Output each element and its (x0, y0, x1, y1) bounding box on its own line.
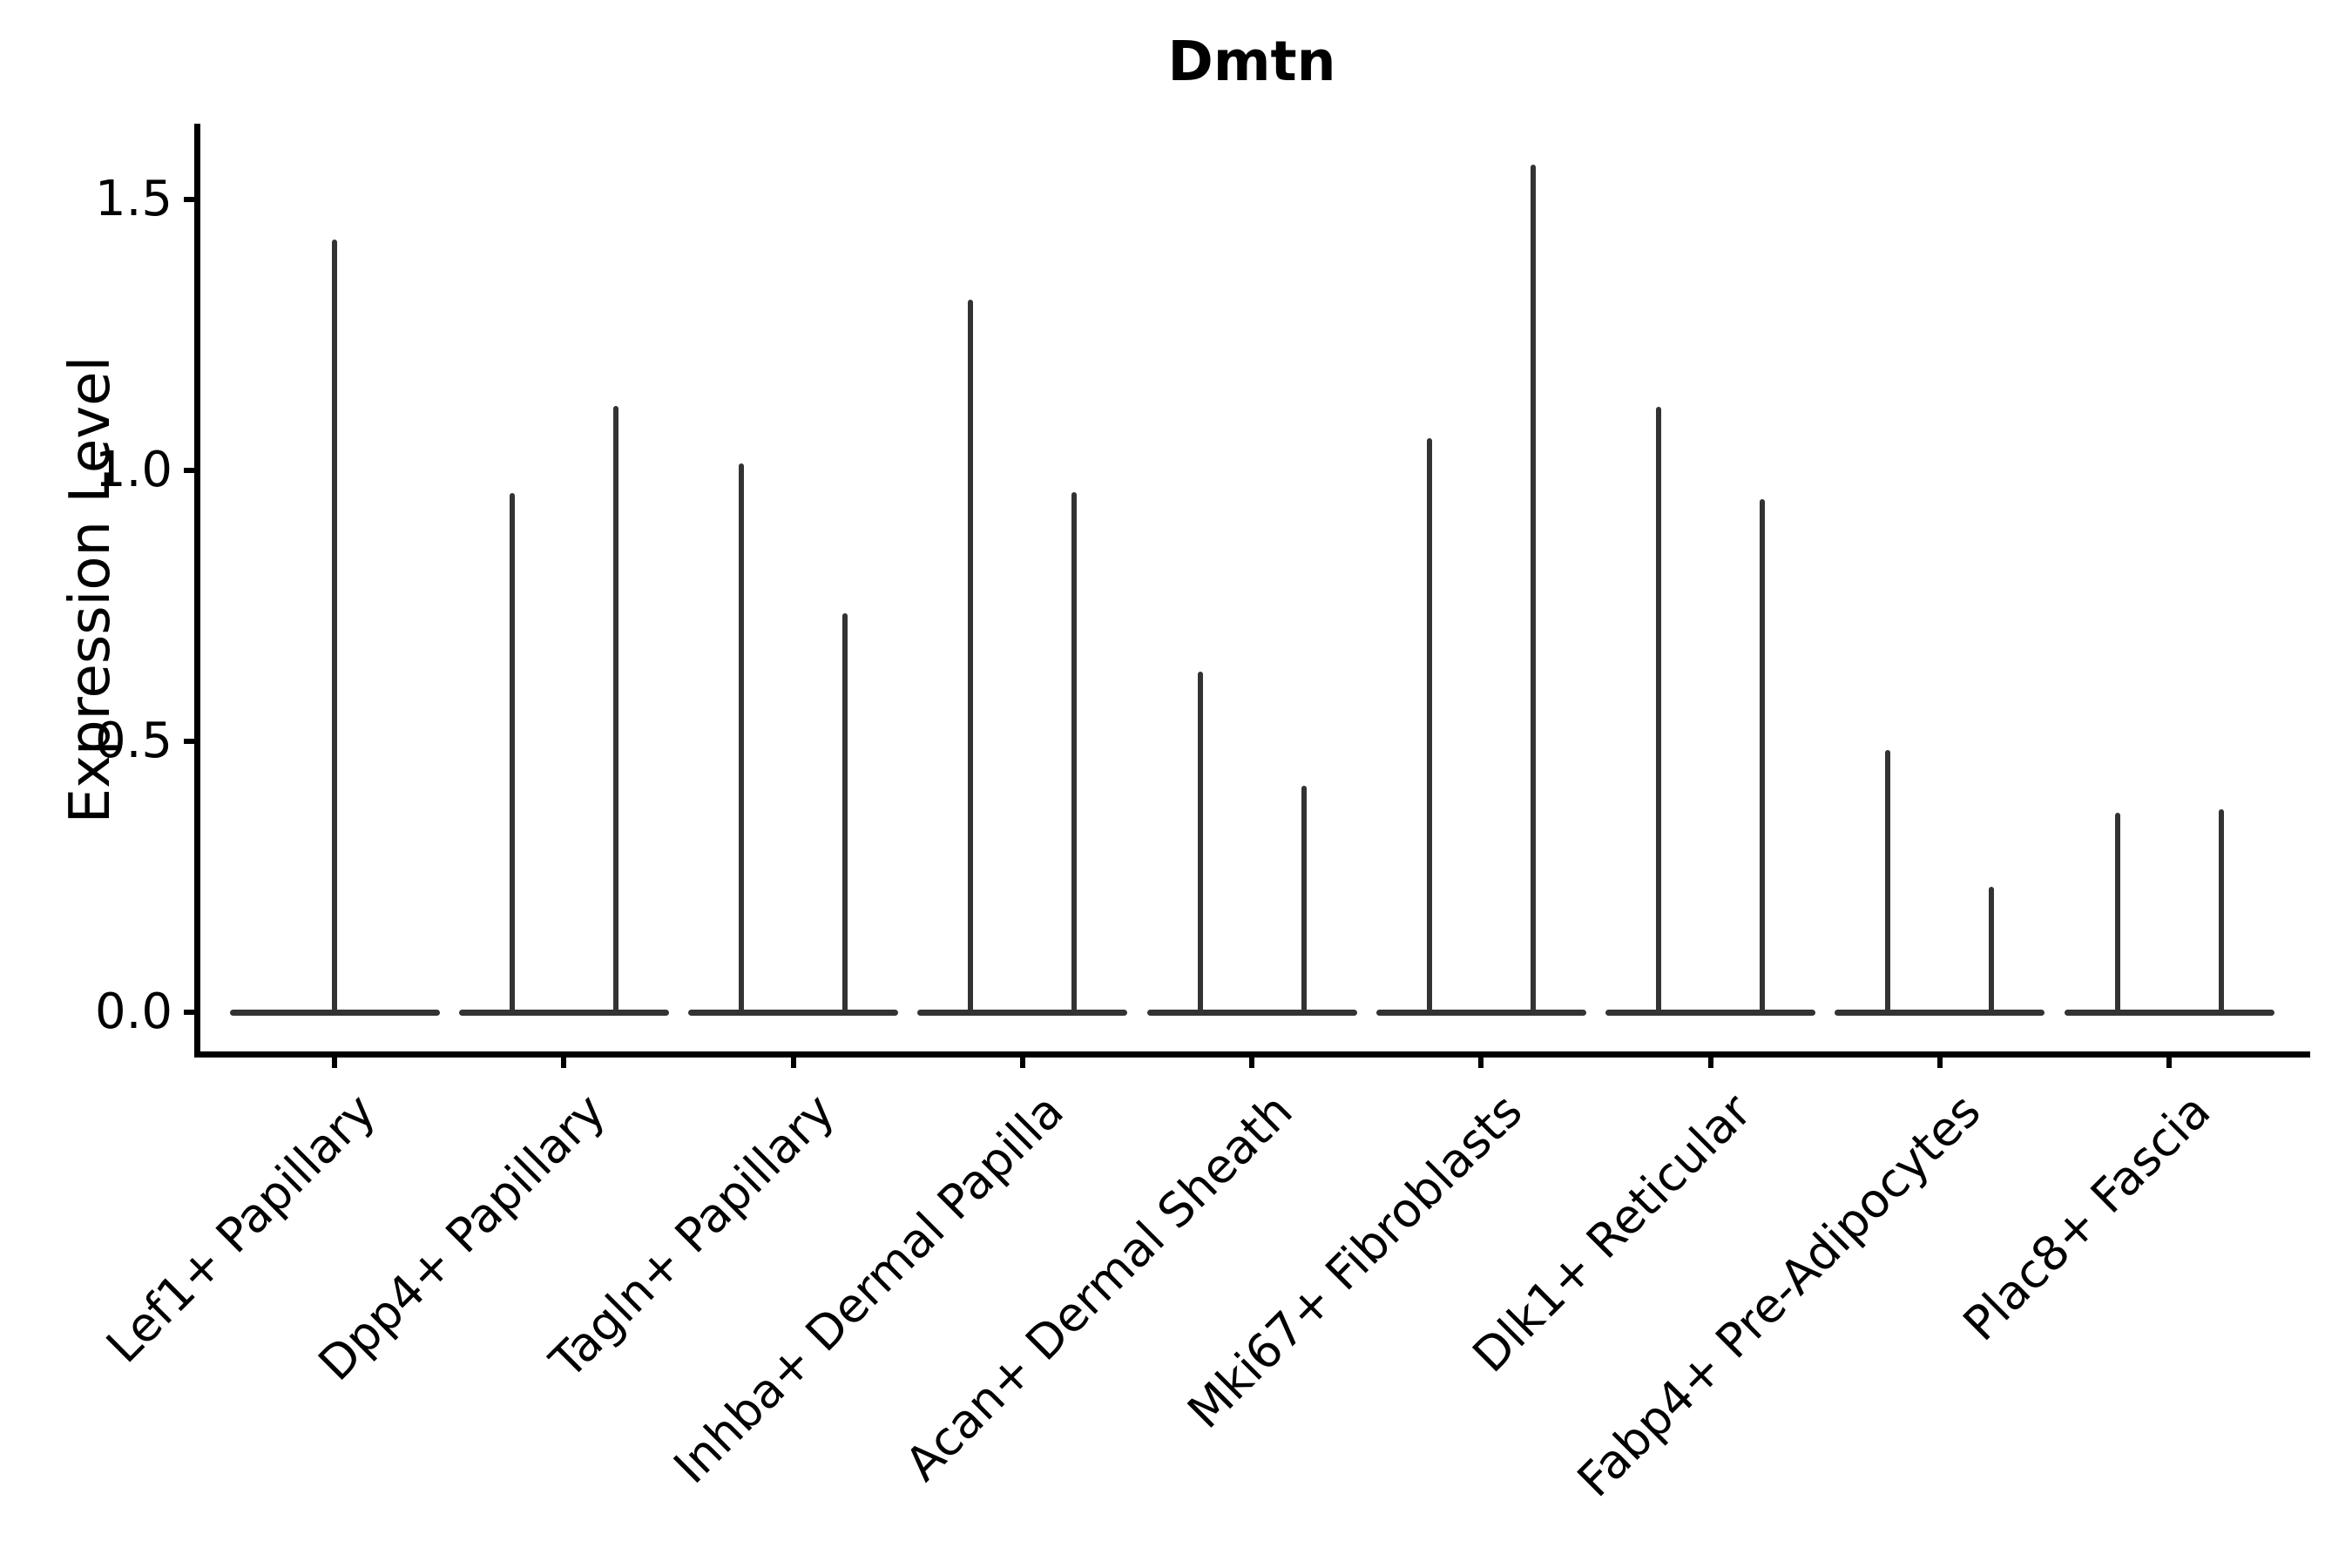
y-tick-label: 0.5 (94, 713, 172, 769)
x-tick-mark (1249, 1058, 1254, 1068)
violin-spike (1301, 786, 1307, 1015)
violin-spike (968, 300, 974, 1015)
y-tick-mark (184, 197, 195, 202)
chart-title: Dmtn (1167, 30, 1336, 93)
violin-body (1146, 1009, 1357, 1016)
y-tick-label: 0.0 (94, 983, 172, 1040)
x-tick-mark (1707, 1058, 1713, 1068)
x-tick-mark (2166, 1058, 2172, 1068)
violin-body (1835, 1009, 2045, 1016)
y-tick-mark (184, 468, 195, 473)
violin-spike (1656, 407, 1661, 1015)
violin-spike (842, 613, 848, 1015)
violin-body (458, 1009, 669, 1016)
y-tick-mark (184, 739, 195, 744)
violin-body (688, 1009, 898, 1016)
violin-spike (332, 240, 337, 1015)
x-tick-mark (1019, 1058, 1025, 1068)
violin-spike (739, 463, 744, 1015)
y-tick-mark (184, 1010, 195, 1015)
violin-body (917, 1009, 1128, 1016)
violin-spike (1760, 498, 1765, 1015)
x-axis-spine (194, 1051, 2310, 1058)
y-axis-spine (194, 124, 200, 1058)
violin-body (1605, 1009, 1815, 1016)
violin-spike (2218, 808, 2224, 1015)
violin-body (1375, 1009, 1586, 1016)
violin-spike (2114, 813, 2120, 1015)
violin-spike (1426, 437, 1432, 1015)
violin-spike (1885, 749, 1891, 1015)
x-tick-mark (1936, 1058, 1943, 1068)
x-tick-label: Inhba+ Dermal Papilla (663, 1083, 1074, 1495)
y-tick-label: 1.0 (94, 442, 172, 498)
x-tick-mark (332, 1058, 337, 1068)
violin-spike (1989, 886, 1995, 1015)
x-tick-mark (1478, 1058, 1484, 1068)
violin-spike (1071, 491, 1078, 1015)
y-tick-label: 1.5 (94, 171, 172, 227)
violin-body (2064, 1009, 2274, 1016)
x-tick-mark (790, 1058, 796, 1068)
violin-spike (1197, 671, 1203, 1015)
x-tick-label: Fabp4+ Pre-Adipocytes (1567, 1083, 1991, 1508)
violin-spike (509, 493, 515, 1015)
violin-spike (1530, 164, 1536, 1015)
x-tick-mark (561, 1058, 567, 1068)
x-tick-label: Acan+ Dermal Sheath (895, 1083, 1304, 1492)
x-tick-label: Plac8+ Fascia (1952, 1083, 2221, 1352)
violin-spike (612, 405, 618, 1015)
